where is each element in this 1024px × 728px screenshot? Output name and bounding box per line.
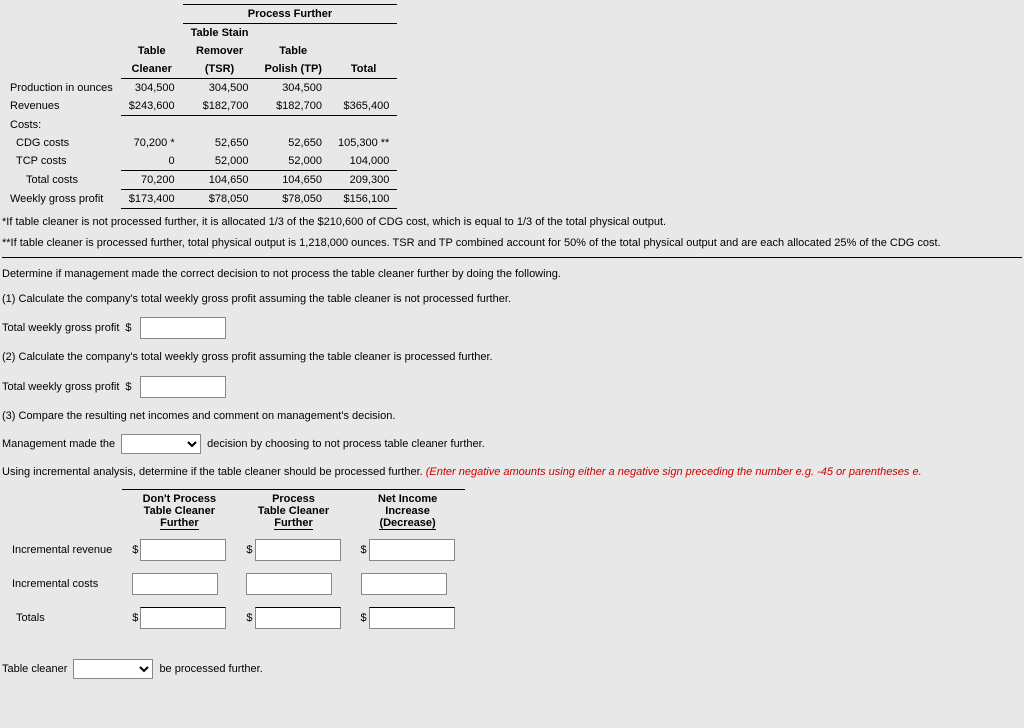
- row-production-label: Production in ounces: [2, 79, 121, 98]
- mgmt-text-post: decision by choosing to not process tabl…: [207, 438, 485, 450]
- grid-h3c: (Decrease): [379, 517, 435, 530]
- col2-header-line3: (TSR): [183, 60, 257, 79]
- grid-h1c: Further: [160, 517, 199, 530]
- totals-net-input[interactable]: [369, 607, 455, 629]
- grid-h2c: Further: [274, 517, 313, 530]
- grid-h1a: Don't Process: [143, 493, 217, 505]
- cell: 105,300 **: [330, 134, 397, 152]
- incremental-red-note: (Enter negative amounts using either a n…: [426, 466, 922, 478]
- col4-header: Total: [330, 60, 397, 79]
- cell: 70,200 *: [121, 134, 183, 152]
- mgmt-decision-select[interactable]: [121, 434, 201, 454]
- incr-rev-dont-input[interactable]: [140, 539, 226, 561]
- q1-input[interactable]: [140, 317, 226, 339]
- cell: 52,000: [257, 152, 330, 171]
- row-revenues-label: Revenues: [2, 97, 121, 116]
- row-total-costs-label: Total costs: [2, 170, 121, 189]
- incremental-intro: Using incremental analysis, determine if…: [2, 466, 426, 478]
- cell: 52,650: [257, 134, 330, 152]
- cell: $182,700: [183, 97, 257, 116]
- dollar-sign: $: [361, 612, 367, 624]
- dollar-sign: $: [361, 544, 367, 556]
- grid-h3a: Net Income: [378, 493, 437, 505]
- final-decision-select[interactable]: [73, 659, 153, 679]
- q1-label: Total weekly gross profit: [2, 322, 119, 334]
- dollar-sign: $: [246, 612, 252, 624]
- final-text-post: be processed further.: [159, 663, 262, 675]
- footnote-2: **If table cleaner is processed further,…: [2, 236, 1022, 251]
- totals-process-input[interactable]: [255, 607, 341, 629]
- incr-cost-process-input[interactable]: [246, 573, 332, 595]
- row-costs-label: Costs:: [2, 116, 121, 134]
- question-2: (2) Calculate the company's total weekly…: [2, 349, 1022, 366]
- question-1: (1) Calculate the company's total weekly…: [2, 291, 1022, 308]
- incr-cost-net-input[interactable]: [361, 573, 447, 595]
- col1-header-line2: Cleaner: [121, 60, 183, 79]
- cell: 52,000: [183, 152, 257, 171]
- grid-h2b: Table Cleaner: [258, 505, 329, 517]
- dollar-sign: $: [246, 544, 252, 556]
- cell: [330, 79, 397, 98]
- cell: 0: [121, 152, 183, 171]
- dollar-sign: $: [132, 544, 138, 556]
- process-further-table: Process Further Table Stain Table Remove…: [2, 4, 413, 209]
- q2-label: Total weekly gross profit: [2, 381, 119, 393]
- final-text-pre: Table cleaner: [2, 663, 67, 675]
- cell: 304,500: [121, 79, 183, 98]
- row-tcp-label: TCP costs: [2, 152, 121, 171]
- col1-header-line1: Table: [121, 42, 183, 60]
- instructions-intro: Determine if management made the correct…: [2, 266, 1022, 283]
- row-cdg-label: CDG costs: [2, 134, 121, 152]
- col3-header-line2: Polish (TP): [257, 60, 330, 79]
- cell: 104,650: [183, 170, 257, 189]
- cell: $365,400: [330, 97, 397, 116]
- grid-row3-label: Totals: [2, 601, 122, 635]
- grid-row2-label: Incremental costs: [2, 567, 122, 601]
- col2-header-line2: Remover: [183, 42, 257, 60]
- incr-rev-net-input[interactable]: [369, 539, 455, 561]
- super-header: Process Further: [183, 5, 398, 24]
- cell: $173,400: [121, 189, 183, 208]
- cell: 104,650: [257, 170, 330, 189]
- cell: $243,600: [121, 97, 183, 116]
- cell: 70,200: [121, 170, 183, 189]
- cell: 52,650: [183, 134, 257, 152]
- q2-input[interactable]: [140, 376, 226, 398]
- totals-dont-input[interactable]: [140, 607, 226, 629]
- grid-row1-label: Incremental revenue: [2, 533, 122, 567]
- mgmt-text-pre: Management made the: [2, 438, 115, 450]
- cell: $182,700: [257, 97, 330, 116]
- dollar-sign: $: [125, 381, 131, 393]
- dollar-sign: $: [125, 322, 131, 334]
- incr-rev-process-input[interactable]: [255, 539, 341, 561]
- grid-h1b: Table Cleaner: [144, 505, 215, 517]
- cell: 304,500: [257, 79, 330, 98]
- grid-h2a: Process: [272, 493, 315, 505]
- cell: 304,500: [183, 79, 257, 98]
- footnote-1: *If table cleaner is not processed furth…: [2, 215, 1022, 230]
- incr-cost-dont-input[interactable]: [132, 573, 218, 595]
- incremental-input-grid: Don't ProcessTable CleanerFurther Proces…: [2, 489, 465, 635]
- question-3: (3) Compare the resulting net incomes an…: [2, 408, 1022, 425]
- cell: $78,050: [183, 189, 257, 208]
- grid-h3b: Increase: [385, 505, 430, 517]
- cell: $156,100: [330, 189, 397, 208]
- row-wgp-label: Weekly gross profit: [2, 189, 121, 208]
- dollar-sign: $: [132, 612, 138, 624]
- col3-header-line1: Table: [257, 42, 330, 60]
- cell: 209,300: [330, 170, 397, 189]
- cell: 104,000: [330, 152, 397, 171]
- col2-header-line1: Table Stain: [183, 24, 257, 43]
- cell: $78,050: [257, 189, 330, 208]
